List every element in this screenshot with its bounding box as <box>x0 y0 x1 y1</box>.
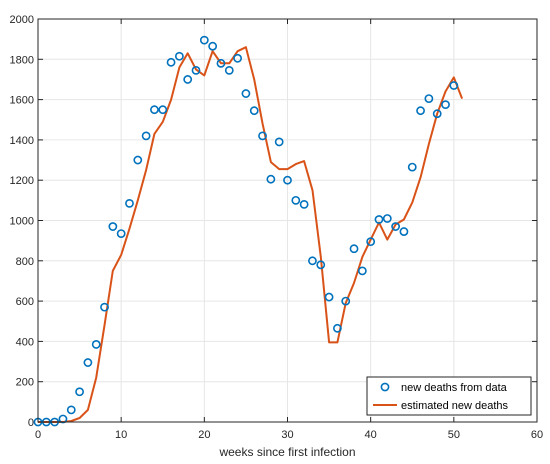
y-tick-label: 600 <box>16 296 34 308</box>
data-point <box>125 198 134 208</box>
data-point <box>133 155 143 165</box>
data-point <box>249 106 259 116</box>
data-point <box>116 229 126 238</box>
data-point <box>58 414 68 424</box>
data-point <box>266 174 276 184</box>
y-tick-label: 800 <box>16 256 34 268</box>
data-point <box>391 222 401 231</box>
grid <box>37 18 538 423</box>
data-point <box>258 131 267 141</box>
y-tick-label: 400 <box>16 336 34 348</box>
data-point <box>150 105 159 115</box>
data-point <box>224 65 234 75</box>
data-point <box>191 65 201 75</box>
y-tick-label: 1600 <box>10 95 34 107</box>
y-tick-label: 1800 <box>10 54 34 66</box>
y-tick-label: 200 <box>16 377 34 389</box>
x-tick-label: 0 <box>35 429 41 441</box>
data-point <box>83 358 93 367</box>
data-point <box>316 260 326 270</box>
data-point <box>108 222 118 231</box>
legend: new deaths from data estimated new death… <box>366 376 532 416</box>
legend-label-data: new deaths from data <box>401 382 508 394</box>
data-point <box>141 131 151 141</box>
estimated-deaths-line <box>38 46 464 423</box>
data-point <box>283 175 292 185</box>
data-point <box>324 292 334 302</box>
data-point <box>424 94 434 103</box>
data-point <box>299 199 309 209</box>
data-point <box>399 227 409 236</box>
x-tick-label: 40 <box>365 429 377 441</box>
data-point <box>332 323 342 333</box>
data-point <box>416 106 425 116</box>
data-point <box>208 41 218 51</box>
data-point <box>100 302 109 312</box>
axis-ticks: 0 10 20 30 40 50 60020040060080010001200140016… <box>10 14 544 441</box>
data-point <box>357 266 367 276</box>
x-tick-label: 20 <box>198 429 210 441</box>
y-tick-label: 1000 <box>10 216 34 228</box>
data-point <box>349 244 359 254</box>
data-point <box>183 75 193 84</box>
legend-box <box>366 376 532 416</box>
data-point <box>366 237 376 247</box>
data-point <box>241 89 251 98</box>
data-point <box>374 215 384 224</box>
data-point <box>382 214 392 223</box>
data-point <box>75 387 84 397</box>
data-point <box>441 100 450 110</box>
x-tick-label: 60 <box>531 429 543 441</box>
x-tick-label: 30 <box>281 429 293 441</box>
data-point <box>449 81 459 90</box>
y-tick-label: 2000 <box>10 14 34 26</box>
data-point <box>174 51 184 61</box>
data-point <box>432 109 442 119</box>
data-point <box>274 137 284 147</box>
data-point <box>407 162 417 172</box>
data-point <box>66 405 76 415</box>
x-tick-label: 50 <box>448 429 460 441</box>
y-tick-label: 1400 <box>10 135 34 147</box>
x-tick-label: 10 <box>115 429 127 441</box>
x-axis-label: weeks since first infection <box>218 445 355 459</box>
data-point <box>158 105 168 115</box>
data-point <box>233 53 242 63</box>
plot-series <box>33 35 464 427</box>
data-point <box>291 195 301 205</box>
legend-marker-data <box>380 382 390 392</box>
legend-label-model: estimated new deaths <box>401 400 509 412</box>
data-point <box>216 58 226 68</box>
data-point <box>199 35 209 45</box>
data-point <box>166 57 176 67</box>
data-point <box>341 296 351 306</box>
y-tick-label: 0 <box>28 417 34 429</box>
y-tick-label: 1200 <box>10 175 34 187</box>
data-point <box>91 340 101 349</box>
data-point <box>308 256 317 266</box>
